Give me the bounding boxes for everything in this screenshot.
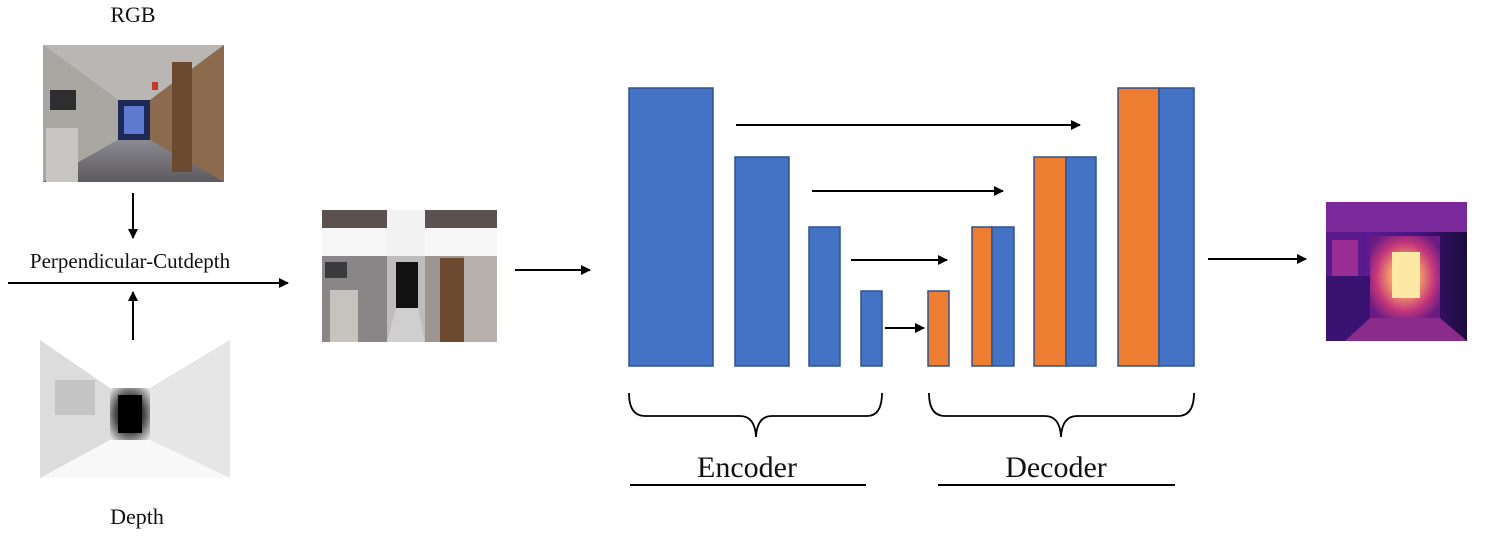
augmented-image (322, 210, 497, 342)
decoder-block-2-orange (971, 226, 993, 367)
decoder-label: Decoder (1005, 451, 1107, 484)
depth-image (40, 340, 230, 478)
decoder-brace (928, 392, 1195, 438)
rgb-image (43, 45, 224, 182)
encoder-block-2 (734, 156, 790, 367)
decoder-block-4-orange (1117, 87, 1160, 367)
encoder-block-1 (628, 87, 714, 367)
decoder-block-2-blue (991, 226, 1015, 367)
encoder-block-4 (860, 290, 883, 367)
augmentation-label: Perpendicular-Cutdepth (30, 249, 231, 273)
encoder-label: Encoder (697, 451, 797, 484)
rgb-label: RGB (110, 2, 155, 27)
depth-label: Depth (110, 504, 164, 529)
decoder-block-3-blue (1065, 156, 1097, 367)
decoder-block-4-blue (1158, 87, 1195, 367)
output-depth-image (1326, 202, 1467, 341)
decoder-block-3-orange (1033, 156, 1067, 367)
decoder-block-1 (927, 290, 950, 367)
encoder-block-3 (808, 226, 841, 367)
encoder-brace (628, 392, 883, 438)
